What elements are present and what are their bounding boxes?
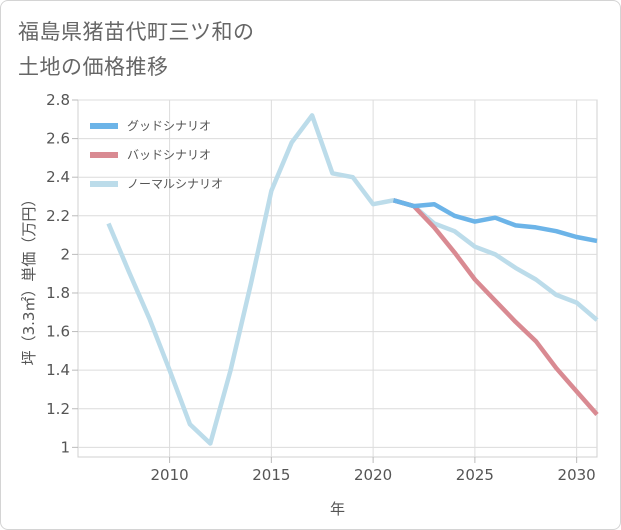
grid-lines [72,99,598,463]
x-tick-label: 2030 [558,466,596,484]
x-tick-label: 2015 [252,466,290,484]
y-tick-label: 2.6 [46,130,70,148]
y-tick-label: 2.4 [46,168,70,186]
x-tick-labels: 2010 2015 2020 2025 2030 [150,466,595,484]
y-tick-label: 1.4 [46,361,70,379]
y-tick-labels: 1 1.2 1.4 1.6 1.8 2 2.2 2.4 2.6 2.8 [46,91,70,456]
y-tick-label: 2.8 [46,91,70,109]
legend-label: バッドシナリオ [127,148,211,162]
x-axis-label: 年 [330,500,345,518]
series-line-2 [106,113,599,446]
y-axis-label: 坪（3.3㎡）単価（万円） [20,192,38,366]
series-lines [106,113,599,446]
series-line-0 [392,198,598,244]
y-tick-label: 2.2 [46,207,70,225]
y-tick-label: 1 [60,438,70,456]
chart-title-line2: 土地の価格推移 [18,55,169,79]
y-tick-label: 1.8 [46,284,70,302]
legend-label: グッドシナリオ [127,119,211,133]
x-tick-label: 2010 [150,466,188,484]
x-tick-label: 2025 [456,466,494,484]
y-tick-label: 1.6 [46,323,70,341]
y-tick-label: 2 [60,245,70,263]
series-line-1 [392,198,599,416]
y-tick-label: 1.2 [46,400,70,418]
chart-title: 福島県猪苗代町三ツ和の 土地の価格推移 [18,15,608,85]
x-tick-label: 2020 [354,466,392,484]
legend-label: ノーマルシナリオ [127,177,223,191]
chart-title-line1: 福島県猪苗代町三ツ和の [18,20,255,44]
